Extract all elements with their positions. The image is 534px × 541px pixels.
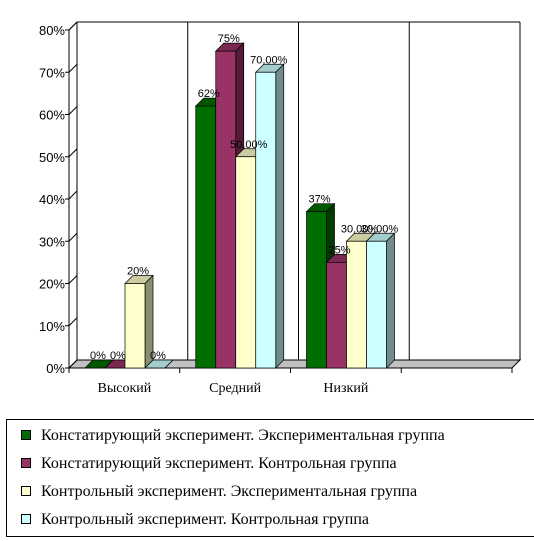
- bar-front: [346, 240, 367, 369]
- y-tick-label-2: 20%: [39, 277, 65, 292]
- bar-front: [124, 283, 146, 369]
- bar-s2-c0: [124, 274, 154, 369]
- y-tick-label-5: 50%: [39, 150, 65, 165]
- y-tick-label-3: 30%: [39, 234, 65, 249]
- x-tick-label-1: Средний: [209, 381, 261, 396]
- legend-swatch-3: [21, 486, 31, 496]
- legend-label-3: Контрольный эксперимент. Экспериментальн…: [41, 483, 418, 500]
- y-tick-depth-7: [68, 63, 78, 73]
- y-tick-depth-8: [68, 21, 78, 31]
- x-axis: Высокий Средний Низкий: [68, 367, 513, 396]
- bar-side: [164, 359, 174, 369]
- bar-s0-c2: [305, 202, 336, 369]
- legend-item-4: Контрольный эксперимент. Контрольная гру…: [21, 508, 370, 532]
- legend-item-3: Контрольный эксперимент. Экспериментальн…: [21, 480, 418, 504]
- y-tick-label-4: 40%: [39, 192, 65, 207]
- legend-swatch-1: [21, 430, 31, 440]
- y-tick-depth-3: [68, 232, 78, 242]
- x-tick-label-2: Низкий: [323, 381, 368, 396]
- bar-s3-c0: [144, 359, 174, 369]
- legend: Констатирующий эксперимент. Эксперимента…: [6, 419, 534, 537]
- y-axis: 0% 10% 20% 30% 40% 50% 60% 70% 80%: [39, 21, 78, 376]
- gridlines: [76, 21, 521, 360]
- legend-label-1: Констатирующий эксперимент. Эксперимента…: [41, 427, 445, 444]
- data-label-s1-c1: 75%: [218, 33, 240, 45]
- data-label-s2-c1: 50,00%: [230, 139, 268, 151]
- data-label-s1-c2: 25%: [328, 244, 350, 256]
- data-label-s2-c0: 20%: [127, 266, 149, 278]
- y-tick-label-0: 0%: [46, 361, 65, 376]
- data-label-s0-c0: 0%: [90, 350, 106, 362]
- legend-item-2: Констатирующий эксперимент. Контрольная …: [21, 452, 397, 476]
- data-labels: 0% 62% 37% 0% 75% 25% 20% 50,00% 30,00% 0% 70,00% 3…: [90, 33, 398, 362]
- bars: [84, 42, 396, 369]
- y-tick-label-7: 70%: [39, 65, 65, 80]
- legend-item-1: Констатирующий эксперимент. Эксперимента…: [21, 424, 445, 448]
- bar-front: [366, 240, 387, 369]
- y-tick-label-6: 60%: [39, 108, 65, 123]
- bar-front: [306, 211, 327, 369]
- bar-front: [326, 262, 347, 369]
- bar-s3-c1: [254, 63, 285, 369]
- bar-side: [275, 63, 285, 369]
- legend-label-4: Контрольный эксперимент. Контрольная гру…: [41, 511, 370, 528]
- data-label-s3-c2: 30,00%: [361, 223, 399, 235]
- bar-front: [255, 71, 277, 369]
- data-label-s3-c0: 0%: [150, 350, 166, 362]
- y-tick-label-8: 80%: [39, 23, 65, 38]
- bar-front: [235, 156, 257, 369]
- legend-swatch-2: [21, 458, 31, 468]
- y-tick-depth-0: [68, 359, 78, 369]
- data-label-s2-c2: 30,00%: [341, 223, 379, 235]
- bar-s3-c2: [365, 232, 396, 369]
- y-tick-depth-6: [68, 106, 78, 115]
- y-tick-depth-5: [68, 148, 78, 158]
- data-label-s3-c1: 70,00%: [250, 54, 288, 66]
- y-tick-depth-4: [68, 190, 78, 200]
- bar-front: [195, 105, 217, 369]
- bar-side: [386, 232, 395, 369]
- data-label-s1-c0: 0%: [110, 350, 126, 362]
- y-tick-depth-2: [68, 275, 78, 284]
- legend-swatch-4: [21, 514, 31, 524]
- x-tick-label-0: Высокий: [98, 381, 152, 396]
- y-tick-label-1: 10%: [39, 319, 65, 334]
- y-tick-depth-1: [68, 317, 78, 327]
- data-label-s0-c1: 62%: [198, 88, 220, 100]
- data-label-s0-c2: 37%: [308, 194, 330, 206]
- legend-label-2: Констатирующий эксперимент. Контрольная …: [41, 455, 397, 472]
